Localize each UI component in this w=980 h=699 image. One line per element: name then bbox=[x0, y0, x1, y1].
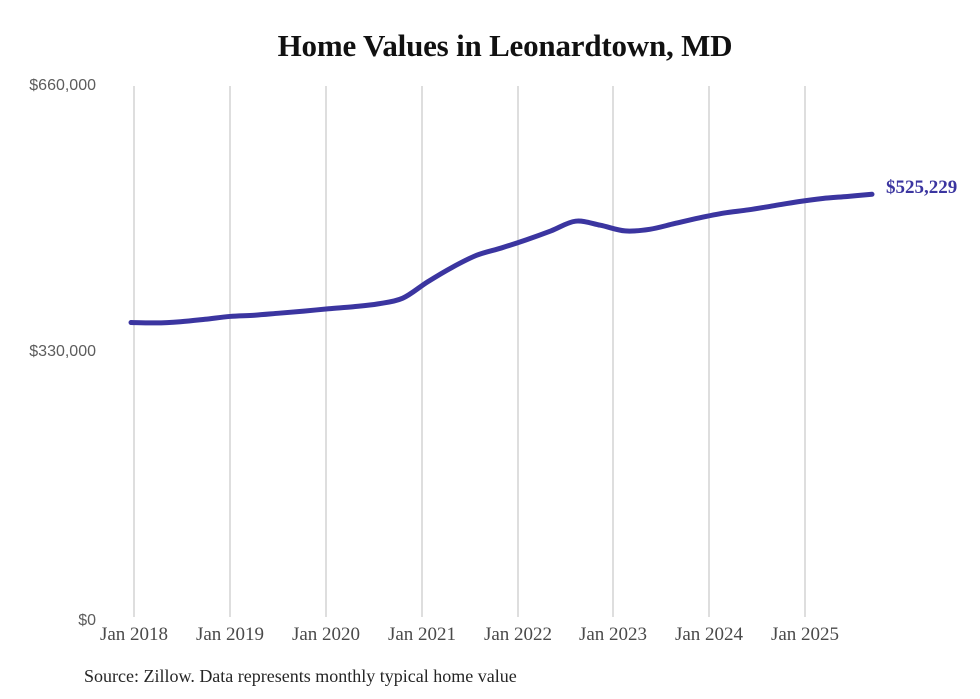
y-axis-tick-330000: $330,000 bbox=[29, 343, 96, 360]
x-axis-tick-jan-2022: Jan 2022 bbox=[483, 624, 553, 645]
y-axis-tick-660000: $660,000 bbox=[29, 77, 96, 94]
x-axis-tick-jan-2025: Jan 2025 bbox=[770, 624, 840, 645]
end-value-annotation: $525,229 bbox=[886, 177, 958, 199]
page-title: Home Values in Leonardtown, MD bbox=[277, 28, 733, 63]
x-axis-tick-jan-2024: Jan 2024 bbox=[674, 624, 744, 645]
x-axis-tick-jan-2020: Jan 2020 bbox=[291, 624, 361, 645]
gridlines bbox=[133, 86, 806, 617]
x-axis-tick-jan-2021: Jan 2021 bbox=[387, 624, 457, 645]
x-axis-tick-jan-2023: Jan 2023 bbox=[578, 624, 648, 645]
x-axis-tick-jan-2019: Jan 2019 bbox=[195, 624, 265, 645]
source-note: Source: Zillow. Data represents monthly … bbox=[84, 666, 517, 686]
series-line-typical-home-value bbox=[128, 191, 875, 326]
y-axis-tick-0: $0 bbox=[78, 612, 96, 629]
x-axis-tick-jan-2018: Jan 2018 bbox=[99, 624, 169, 645]
